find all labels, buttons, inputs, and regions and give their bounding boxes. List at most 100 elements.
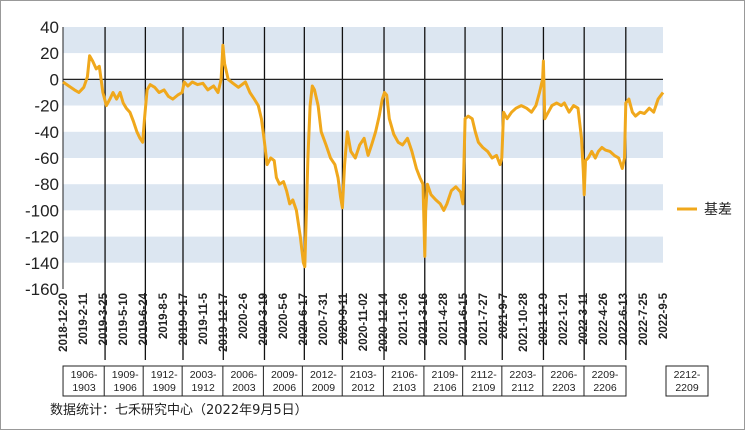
x-tick-label: 2019-6-24 (138, 292, 150, 345)
band (63, 79, 663, 106)
x-tick-label: 2018-12-20 (58, 293, 70, 352)
contract-box (542, 365, 586, 397)
x-tick-label: 2021-3-16 (418, 293, 430, 345)
x-tick-label: 2021-6-15 (458, 292, 470, 345)
band (63, 131, 663, 158)
contract-label-bottom: 2003 (232, 382, 256, 394)
x-tick-label: 2021-1-26 (398, 293, 410, 345)
source-note: 数据统计：七禾研究中心（2022年9月5日） (50, 403, 308, 418)
x-tick-label: 2022-9-5 (658, 292, 670, 339)
x-tick-label: 2022-3-11 (578, 292, 590, 344)
x-tick-label: 2019-11-5 (198, 292, 210, 344)
x-tick-label: 2021-4-28 (438, 292, 450, 345)
contract-label-top: 2212- (674, 369, 701, 381)
contract-label-bottom: 1912 (191, 382, 215, 394)
x-tick-label: 2022-1-21 (558, 292, 570, 345)
contract-label-top: 2206- (550, 369, 577, 381)
x-tick-label: 2021-7-27 (478, 293, 490, 345)
contract-box (301, 365, 345, 397)
contract-box (62, 365, 106, 397)
contract-box (462, 365, 506, 397)
contract-label-bottom: 2006 (273, 382, 297, 394)
x-tick-label: 2019-12-17 (218, 293, 230, 352)
y-tick-label: -60 (34, 149, 59, 168)
y-tick-label: -120 (25, 228, 59, 247)
band (63, 262, 663, 289)
x-axis-ticks: 2018-12-20 2019-2-11 2019-3-25 2019-5-10 201… (58, 292, 670, 351)
contract-label-top: 2009- (271, 369, 298, 381)
y-tick-label: 40 (40, 18, 59, 37)
band (63, 236, 663, 263)
legend: 基差 (677, 201, 732, 218)
y-tick-label: -160 (25, 280, 59, 299)
y-axis-ticks: 40 20 0 -20 -40 -60 -80 -100 -120 -140 -160 (25, 18, 59, 299)
contract-label-top: 2006- (230, 369, 257, 381)
contract-label-top: 2209- (592, 369, 619, 381)
contract-label-top: 2112- (471, 369, 498, 381)
x-tick-label: 2020-11-02 (358, 293, 370, 351)
band (63, 105, 663, 132)
x-tick-label: 2021-9-7 (498, 293, 510, 339)
contract-label-bottom: 1909 (153, 382, 177, 394)
x-tick-label: 2019-8-5 (158, 292, 170, 339)
x-tick-label: 2020-7-31 (318, 292, 330, 345)
x-tick-label: 2021-12-9 (538, 293, 550, 345)
y-tick-label: 0 (50, 70, 59, 89)
x-tick-label: 2020-3-19 (258, 293, 270, 345)
contract-label-top: 1912- (151, 369, 178, 381)
contract-label-bottom: 2009 (312, 382, 336, 394)
contract-label-bottom: 2209 (675, 382, 699, 394)
contract-box (501, 365, 545, 397)
x-tick-label: 2021-10-28 (518, 292, 530, 351)
x-tick-label: 2022-6-13 (618, 293, 630, 345)
contract-label-bottom: 2012 (352, 382, 376, 394)
contract-labels: 1906-1903 1909-1906 1912-1909 2003-1912 2006… (62, 365, 709, 397)
x-tick-label: 2022-7-25 (638, 292, 650, 345)
x-tick-label: 2020-5-6 (278, 293, 290, 339)
x-tick-label: 2019-9-17 (178, 293, 190, 345)
basis-series-line (62, 43, 665, 269)
contract-label-bottom: 2106 (433, 382, 457, 394)
y-tick-label: -80 (34, 175, 59, 194)
contract-label-bottom: 2206 (593, 382, 617, 394)
contract-label-bottom: 1906 (114, 382, 138, 394)
x-tick-label: 2019-3-25 (98, 292, 110, 345)
y-tick-label: -140 (25, 254, 59, 273)
band (63, 184, 663, 211)
contract-label-bottom: 2103 (393, 382, 417, 394)
background-bands (63, 27, 663, 289)
contract-label-top: 2109- (431, 369, 458, 381)
contract-box (583, 365, 627, 397)
contract-box (341, 365, 385, 397)
contract-label-bottom: 1903 (72, 382, 96, 394)
x-tick-label: 2020-9-11 (338, 292, 350, 344)
y-tick-label: -20 (34, 97, 59, 116)
x-tick-label: 2020-2-6 (238, 293, 250, 339)
x-tick-label: 2019-5-10 (118, 293, 130, 345)
legend-label: 基差 (704, 201, 732, 218)
y-tick-label: -40 (34, 123, 59, 142)
contract-box (423, 365, 467, 397)
contract-label-top: 1906- (71, 369, 98, 381)
x-tick-label: 2020-6-17 (298, 293, 310, 345)
band (63, 210, 663, 237)
x-tick-label: 2022-4-26 (598, 293, 610, 345)
contract-label-bottom: 2203 (552, 382, 576, 394)
contract-label-bottom: 2112 (512, 382, 535, 394)
contract-box (382, 365, 426, 397)
y-tick-label: -100 (25, 201, 59, 220)
contract-label-top: 1909- (112, 369, 139, 381)
band (63, 53, 663, 80)
y-tick-label: 20 (40, 44, 59, 63)
band (63, 27, 663, 54)
contract-label-top: 2003- (190, 369, 217, 381)
x-tick-label: 2019-2-11 (78, 292, 90, 344)
contract-box (262, 365, 306, 397)
contract-label-top: 2012- (310, 369, 337, 381)
band (63, 158, 663, 185)
contract-box (181, 365, 225, 397)
contract-label-top: 2103- (350, 369, 377, 381)
contract-box (103, 365, 147, 397)
contract-box (222, 365, 266, 397)
